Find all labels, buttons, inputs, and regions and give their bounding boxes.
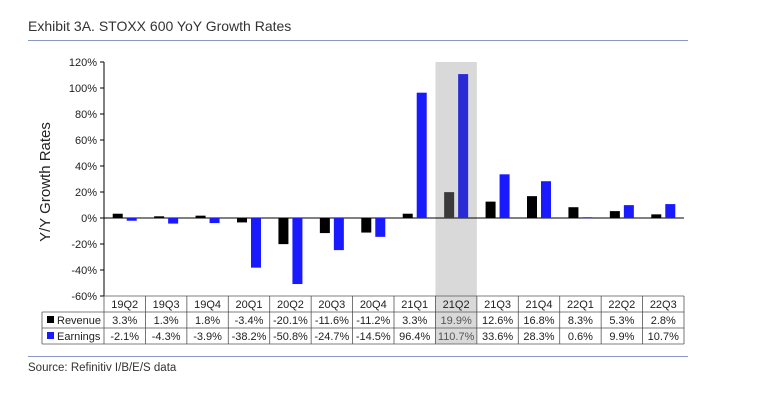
x-tick-label: 21Q1: [401, 299, 428, 311]
y-tick-label: 60%: [75, 135, 97, 147]
bar-revenue-20q2: [278, 218, 289, 245]
bar-revenue-21q4: [527, 196, 537, 218]
bar-revenue-20q3: [319, 218, 330, 234]
x-tick-label: 21Q2: [443, 299, 470, 311]
bottom-divider: [28, 356, 688, 357]
data-label: -3.4%: [235, 315, 264, 327]
bar-revenue-22q1: [568, 207, 579, 218]
x-tick-label: 21Q3: [484, 299, 511, 311]
data-label: 33.6%: [482, 331, 513, 343]
data-label: -11.2%: [356, 315, 390, 327]
bar-revenue-22q2: [609, 211, 620, 218]
bar-earnings-20q4: [375, 218, 386, 237]
bar-earnings-20q3: [333, 218, 344, 251]
top-divider: [28, 40, 688, 41]
data-label: 28.3%: [523, 331, 554, 343]
x-tick-label: 20Q4: [360, 299, 387, 311]
bar-earnings-19q2: [126, 218, 137, 221]
legend-label-revenue: Revenue: [57, 315, 101, 327]
data-label: 1.8%: [195, 315, 220, 327]
bar-earnings-21q2: [458, 74, 469, 218]
bar-earnings-21q3: [499, 174, 510, 218]
y-tick-label: -20%: [71, 239, 97, 251]
source-note: Source: Refinitiv I/B/E/S data: [28, 362, 177, 374]
x-tick-label: 19Q4: [194, 299, 221, 311]
legend-label-earnings: Earnings: [57, 331, 101, 343]
data-label: 110.7%: [438, 331, 475, 343]
x-tick-label: 22Q3: [650, 299, 677, 311]
x-tick-label: 20Q2: [277, 299, 304, 311]
y-tick-label: 0%: [81, 213, 97, 225]
highlight-band: [435, 62, 477, 344]
y-tick-label: 20%: [75, 187, 97, 199]
y-tick-label: 80%: [75, 109, 97, 121]
data-label: -20.1%: [273, 315, 308, 327]
data-label: 1.3%: [154, 315, 179, 327]
y-tick-label: -60%: [71, 291, 97, 303]
data-label: 5.3%: [609, 315, 634, 327]
bar-earnings-20q2: [292, 218, 303, 285]
data-label: 10.7%: [648, 331, 679, 343]
data-label: -14.5%: [356, 331, 391, 343]
data-label: 16.8%: [523, 315, 554, 327]
bar-revenue-19q4: [195, 215, 206, 218]
data-label: -24.7%: [314, 331, 349, 343]
bar-earnings-19q3: [168, 218, 179, 224]
data-label: 0.6%: [568, 331, 593, 343]
bar-revenue-19q3: [154, 216, 165, 218]
bar-revenue-21q3: [485, 201, 496, 218]
data-label: -3.9%: [193, 331, 222, 343]
bar-revenue-21q2: [444, 192, 455, 218]
y-tick-label: 100%: [69, 83, 97, 95]
x-tick-label: 19Q3: [153, 299, 180, 311]
x-tick-label: 19Q2: [111, 299, 138, 311]
bar-earnings-21q4: [541, 181, 551, 218]
x-tick-label: 21Q4: [526, 299, 553, 311]
bar-earnings-21q1: [416, 92, 427, 218]
bar-revenue-20q4: [361, 218, 372, 233]
bar-earnings-22q2: [623, 205, 634, 218]
data-label: 8.3%: [568, 315, 593, 327]
legend-swatch-revenue: [47, 316, 54, 323]
chart-title: Exhibit 3A. STOXX 600 YoY Growth Rates: [28, 18, 292, 34]
x-tick-label: 22Q1: [567, 299, 594, 311]
data-label: 19.9%: [441, 315, 472, 327]
y-tick-label: -40%: [71, 265, 97, 277]
data-label: 9.9%: [609, 331, 634, 343]
data-label: 96.4%: [399, 331, 430, 343]
bar-revenue-20q1: [237, 218, 247, 223]
data-label: -38.2%: [232, 331, 267, 343]
data-label: 3.3%: [112, 315, 137, 327]
x-tick-label: 20Q3: [318, 299, 345, 311]
data-label: 12.6%: [482, 315, 513, 327]
bar-revenue-19q2: [112, 213, 123, 218]
data-label: 2.8%: [651, 315, 676, 327]
bar-earnings-22q3: [665, 204, 676, 218]
data-label: -2.1%: [110, 331, 139, 343]
bar-earnings-22q1: [582, 217, 593, 219]
bar-revenue-21q1: [402, 213, 413, 218]
x-tick-label: 20Q1: [236, 299, 263, 311]
data-label: -11.6%: [315, 315, 349, 327]
data-label: -4.3%: [152, 331, 181, 343]
bar-earnings-19q4: [209, 218, 220, 224]
bar-earnings-20q1: [251, 218, 261, 268]
y-axis-label: Y/Y Growth Rates: [37, 122, 54, 242]
data-label: 3.3%: [402, 315, 427, 327]
y-tick-label: 40%: [75, 161, 97, 173]
y-tick-label: 120%: [69, 57, 97, 69]
data-label: -50.8%: [273, 331, 308, 343]
x-tick-label: 22Q2: [608, 299, 635, 311]
legend-swatch-earnings: [47, 332, 54, 339]
bar-revenue-22q3: [651, 214, 662, 218]
